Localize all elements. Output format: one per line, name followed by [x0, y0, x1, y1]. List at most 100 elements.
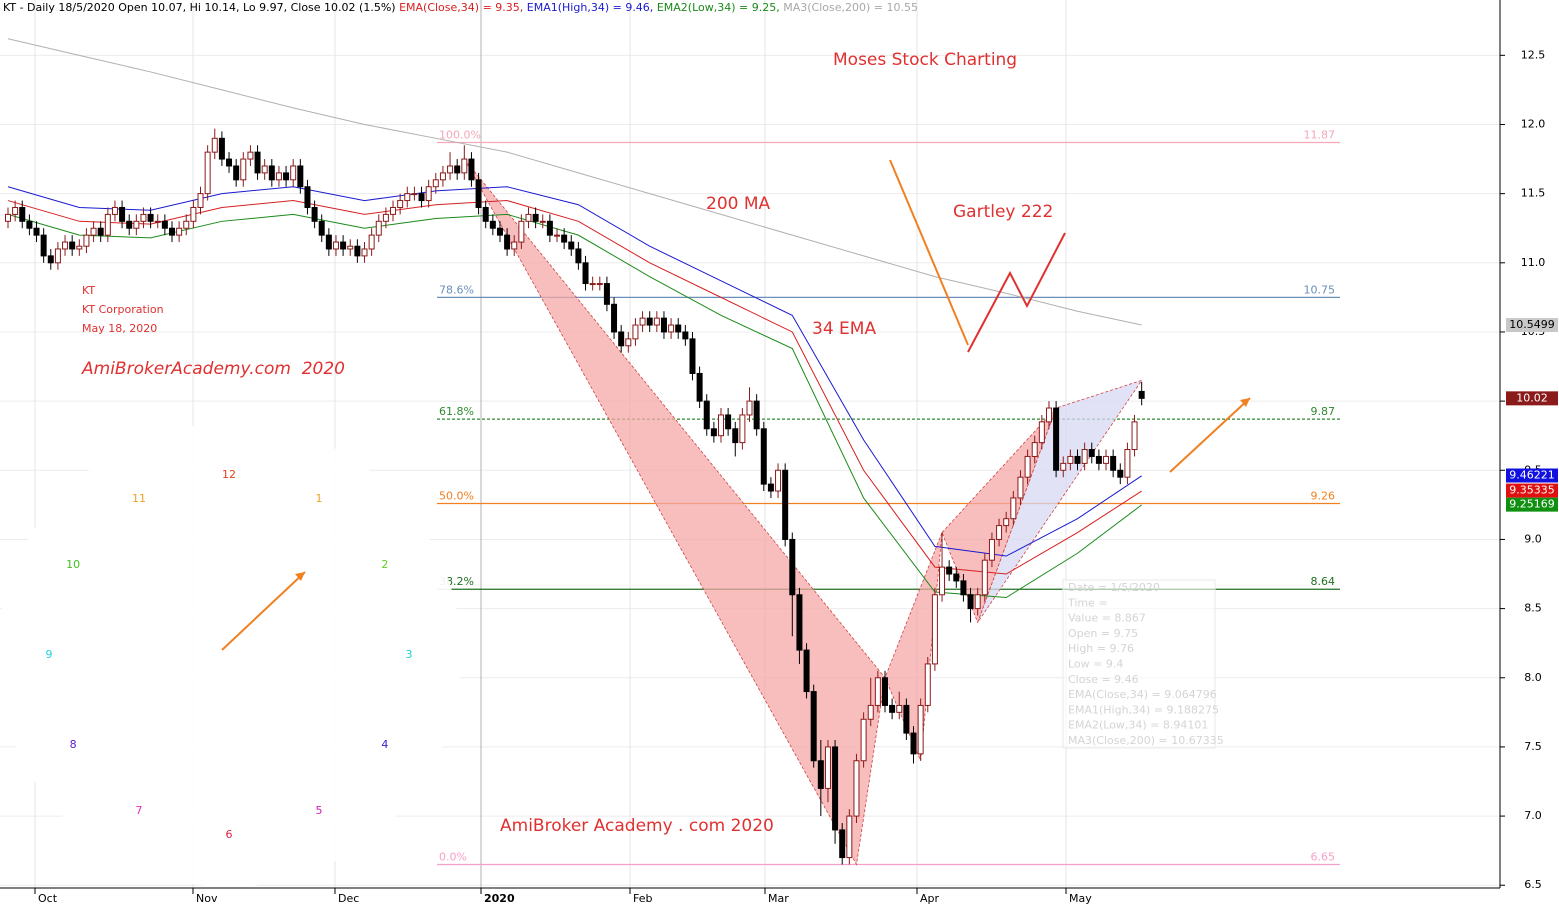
fib-value: 6.65 [1311, 850, 1336, 863]
candle-body [803, 649, 810, 693]
tooltip-line: Date = 1/5/2020 [1068, 581, 1160, 594]
candle-body [639, 317, 646, 326]
candle-body [5, 213, 11, 222]
candle-body [653, 317, 660, 326]
price-tag-label: 10.02 [1516, 391, 1548, 404]
fib-value: 11.87 [1304, 128, 1336, 141]
candle-body [853, 760, 860, 817]
candle-body [996, 525, 1003, 540]
y-tick-label: 12.5 [1521, 48, 1546, 61]
candle-body [789, 538, 796, 596]
fib-label: 0.0% [439, 850, 467, 863]
candle-body [425, 186, 432, 202]
candle-body [47, 255, 54, 264]
y-tick-label: 6.5 [1524, 878, 1542, 891]
candle-body [461, 158, 468, 174]
fib-label: 100.0% [439, 128, 481, 141]
candle-body [632, 324, 639, 340]
price-tag-label: 9.35335 [1509, 484, 1555, 497]
clock-face [0, 423, 461, 887]
candle-body [126, 220, 133, 229]
candle-body [1017, 476, 1024, 499]
fib-value: 8.64 [1311, 575, 1336, 588]
y-tick-label: 9.0 [1524, 532, 1542, 545]
candle-body [233, 165, 240, 181]
candle-body [611, 303, 618, 333]
y-tick-label: 11.0 [1521, 256, 1546, 269]
candle-body [332, 241, 339, 250]
header-part: MA3(Close,200) = 10.55 [783, 1, 918, 14]
candle-body [268, 165, 275, 181]
candle-body [1117, 469, 1124, 478]
candle-body [618, 331, 625, 347]
candle-body [97, 227, 104, 236]
candle-body [482, 206, 489, 222]
candle-body [1081, 449, 1088, 464]
header-part: KT - Daily 18/5/2020 Open 10.07, Hi 10.1… [3, 1, 396, 14]
candle-body [981, 559, 988, 596]
candle-body [240, 158, 247, 181]
candle-body [504, 234, 511, 250]
candle-body [960, 580, 967, 596]
candle-body [1038, 421, 1045, 444]
candle-body [1024, 455, 1031, 478]
candle-body [119, 206, 126, 222]
candle-body [839, 829, 846, 859]
clock-number: 12 [222, 468, 236, 481]
clock-arrow-head [295, 572, 305, 581]
y-tick-label: 7.0 [1524, 809, 1542, 822]
candle-body [83, 234, 90, 247]
candle-body [19, 206, 26, 222]
clock-number: 1 [316, 492, 323, 505]
candle-body [297, 165, 304, 188]
candle-body [867, 704, 874, 720]
candle-body [1067, 455, 1074, 464]
candle-body [924, 663, 931, 706]
orange-stroke [889, 159, 969, 346]
candle-body [26, 220, 33, 229]
candle-body [939, 566, 946, 596]
candle-body [168, 227, 175, 236]
candle-body [1131, 421, 1138, 451]
candle-body [1138, 390, 1145, 399]
candle-body [1010, 497, 1017, 520]
candle-body [967, 594, 974, 610]
x-tick-label: Nov [196, 892, 218, 905]
candle-body [340, 241, 347, 250]
annotation: Moses Stock Charting [833, 50, 1017, 70]
header-part: EMA2(Low,34) = 9.25, [657, 1, 780, 14]
candle-body [796, 594, 803, 651]
candle-body [539, 220, 546, 223]
fib-label: 50.0% [439, 489, 474, 502]
candle-body [111, 206, 118, 215]
fib-label: 78.6% [439, 283, 474, 296]
price-tag-label: 9.46221 [1509, 469, 1555, 482]
y-tick-label: 11.5 [1521, 187, 1546, 200]
candle-body [725, 414, 732, 430]
indicator-line [7, 213, 1142, 599]
candle-body [318, 220, 325, 236]
plot [5, 38, 1145, 866]
candle-body [382, 213, 389, 222]
indicator-line [7, 38, 1142, 326]
candle-body [475, 179, 482, 208]
fib-value: 9.87 [1311, 405, 1336, 418]
fib-value: 9.26 [1311, 489, 1336, 502]
clock-number: 11 [132, 492, 146, 505]
candle-body [1060, 462, 1067, 471]
candle-body [782, 469, 789, 540]
candle-body [603, 283, 610, 305]
candle-body [1003, 518, 1010, 527]
candle-body [90, 227, 97, 236]
candle-body [917, 704, 924, 755]
x-tick-label: Apr [920, 892, 940, 905]
clock-arrow [221, 571, 306, 651]
candle-body [454, 165, 461, 174]
price-tag-label: 9.25169 [1509, 498, 1555, 511]
candle-body [889, 704, 896, 713]
candle-body [468, 158, 475, 181]
pattern-triangle [463, 158, 886, 866]
candle-body [40, 234, 47, 257]
candle-body [183, 220, 190, 229]
